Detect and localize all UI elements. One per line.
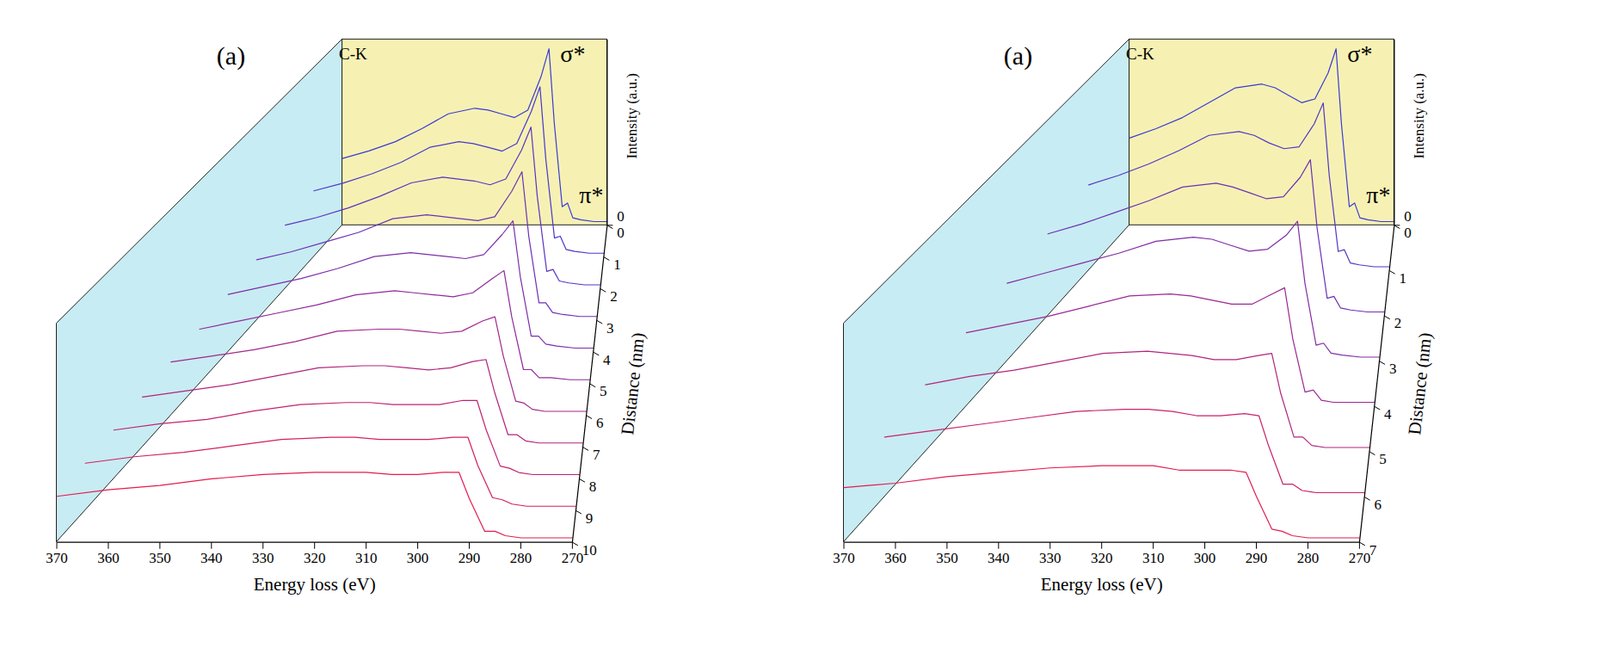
svg-text:370: 370 [45, 549, 68, 567]
svg-text:C-K: C-K [1126, 44, 1155, 63]
svg-text:310: 310 [1142, 549, 1165, 567]
svg-text:340: 340 [987, 549, 1010, 567]
svg-text:300: 300 [406, 549, 430, 567]
svg-text:310: 310 [355, 549, 378, 567]
svg-text:8: 8 [589, 478, 597, 495]
svg-text:(a): (a) [216, 41, 246, 71]
svg-text:9: 9 [585, 510, 594, 527]
svg-text:370: 370 [832, 549, 856, 567]
svg-text:0: 0 [616, 224, 625, 241]
svg-text:360: 360 [97, 549, 120, 567]
svg-text:π*: π* [1366, 181, 1391, 209]
svg-text:5: 5 [1378, 450, 1387, 468]
svg-text:Intensity (a.u.): Intensity (a.u.) [1410, 73, 1428, 160]
svg-text:5: 5 [599, 382, 608, 400]
svg-text:Distance (nm): Distance (nm) [616, 331, 649, 436]
svg-text:340: 340 [200, 549, 223, 567]
svg-text:300: 300 [1193, 549, 1217, 567]
svg-text:Intensity (a.u.): Intensity (a.u.) [623, 73, 640, 160]
svg-text:2: 2 [1394, 314, 1403, 332]
svg-text:330: 330 [252, 549, 275, 567]
svg-text:270: 270 [1348, 549, 1372, 567]
svg-text:4: 4 [1384, 406, 1392, 423]
svg-text:320: 320 [1090, 549, 1114, 567]
svg-text:(a): (a) [1003, 41, 1033, 71]
svg-text:3: 3 [1389, 360, 1397, 377]
svg-text:Energy loss (eV): Energy loss (eV) [1040, 573, 1164, 595]
svg-text:280: 280 [510, 549, 533, 567]
svg-text:C-K: C-K [338, 44, 368, 63]
svg-text:π*: π* [578, 181, 604, 209]
svg-text:0: 0 [1403, 224, 1412, 241]
svg-text:σ*: σ* [1347, 40, 1373, 68]
svg-text:σ*: σ* [560, 40, 585, 68]
svg-text:350: 350 [148, 549, 172, 567]
svg-text:350: 350 [935, 549, 959, 567]
svg-text:290: 290 [458, 549, 481, 567]
svg-text:0: 0 [616, 208, 625, 225]
svg-text:290: 290 [1245, 549, 1268, 567]
svg-text:1: 1 [1398, 270, 1407, 287]
svg-text:10: 10 [582, 541, 597, 559]
svg-text:2: 2 [609, 288, 618, 305]
svg-text:Distance (nm): Distance (nm) [1403, 331, 1436, 436]
svg-text:270: 270 [561, 549, 585, 567]
svg-text:1: 1 [613, 256, 622, 273]
svg-text:3: 3 [606, 320, 615, 337]
svg-text:6: 6 [1374, 496, 1383, 513]
svg-text:Energy loss (eV): Energy loss (eV) [253, 573, 376, 595]
svg-text:7: 7 [1369, 541, 1378, 559]
svg-text:6: 6 [596, 414, 604, 431]
svg-text:4: 4 [603, 351, 611, 369]
svg-text:7: 7 [592, 446, 601, 463]
svg-text:320: 320 [303, 549, 327, 567]
svg-text:330: 330 [1039, 549, 1062, 567]
svg-text:0: 0 [1403, 208, 1412, 225]
svg-text:280: 280 [1297, 549, 1320, 567]
svg-text:360: 360 [884, 549, 907, 567]
